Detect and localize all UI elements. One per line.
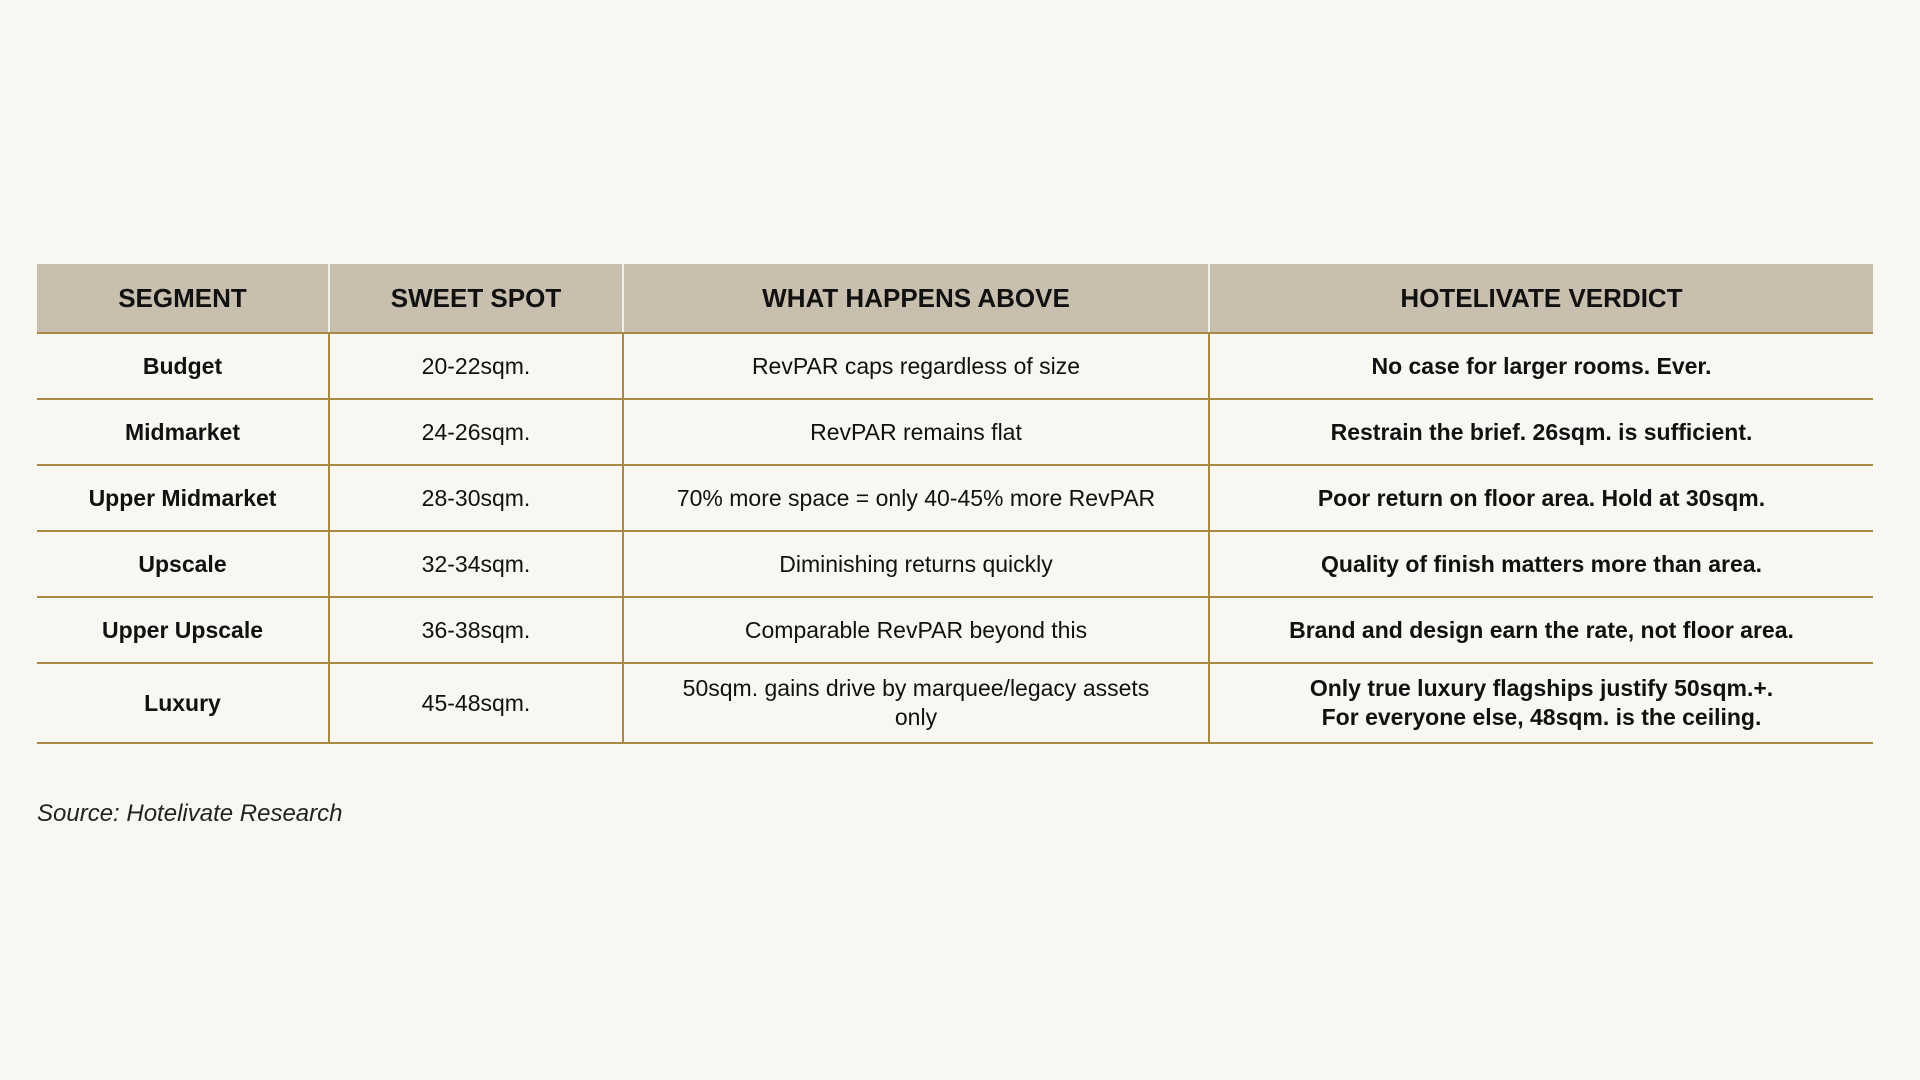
table-cell: 24-26sqm. — [328, 399, 623, 466]
table-cell: Budget — [37, 333, 329, 400]
table: SEGMENT SWEET SPOT WHAT HAPPENS ABOVE HOTEL… — [37, 264, 1873, 744]
header-cell: WHAT HAPPENS ABOVE — [622, 264, 1209, 334]
table-cell: 50sqm. gains drive by marquee/legacy ass… — [622, 663, 1209, 744]
table-row: Luxury 45-48sqm. 50sqm. gains drive by mar… — [37, 663, 1873, 744]
table-cell: Restrain the brief. 26sqm. is sufficient… — [1208, 399, 1873, 466]
table-cell: No case for larger rooms. Ever. — [1208, 333, 1873, 400]
table-cell: Comparable RevPAR beyond this — [622, 597, 1209, 664]
table-cell: Upscale — [37, 531, 329, 598]
table-cell: Only true luxury flagships justify 50sqm… — [1208, 663, 1873, 744]
table-cell: Brand and design earn the rate, not floo… — [1208, 597, 1873, 664]
table-row: Upper Upscale 36-38sqm. Comparable RevPAR … — [37, 597, 1873, 664]
header-row: SEGMENT SWEET SPOT WHAT HAPPENS ABOVE HOTEL… — [37, 264, 1873, 334]
header-cell: SWEET SPOT — [328, 264, 623, 334]
table-row: Upper Midmarket 28-30sqm. 70% more space =… — [37, 465, 1873, 532]
table-cell: RevPAR caps regardless of size — [622, 333, 1209, 400]
source-note: Source: Hotelivate Research — [37, 800, 343, 827]
table-row: Upscale 32-34sqm. Diminishing returns quic… — [37, 531, 1873, 598]
table-cell: RevPAR remains flat — [622, 399, 1209, 466]
table-cell: 70% more space = only 40-45% more RevPAR — [622, 465, 1209, 532]
table-body: Budget 20-22sqm. RevPAR caps regardless of… — [37, 333, 1873, 744]
table-row: Budget 20-22sqm. RevPAR caps regardless of… — [37, 333, 1873, 400]
table-cell: Quality of finish matters more than area… — [1208, 531, 1873, 598]
table-cell: Upper Upscale — [37, 597, 329, 664]
table-cell: Luxury — [37, 663, 329, 744]
header-cell: HOTELIVATE VERDICT — [1208, 264, 1873, 334]
table-cell: Poor return on floor area. Hold at 30sqm… — [1208, 465, 1873, 532]
header-cell: SEGMENT — [37, 264, 329, 334]
table-cell: Midmarket — [37, 399, 329, 466]
table-row: Midmarket 24-26sqm. RevPAR remains flat Res… — [37, 399, 1873, 466]
table-cell: 45-48sqm. — [328, 663, 623, 744]
table-cell: Upper Midmarket — [37, 465, 329, 532]
table-cell: 32-34sqm. — [328, 531, 623, 598]
table-cell: 28-30sqm. — [328, 465, 623, 532]
table-cell: 36-38sqm. — [328, 597, 623, 664]
table-cell: 20-22sqm. — [328, 333, 623, 400]
table-cell: Diminishing returns quickly — [622, 531, 1209, 598]
table-container: SEGMENT SWEET SPOT WHAT HAPPENS ABOVE HOTEL… — [37, 264, 1873, 744]
